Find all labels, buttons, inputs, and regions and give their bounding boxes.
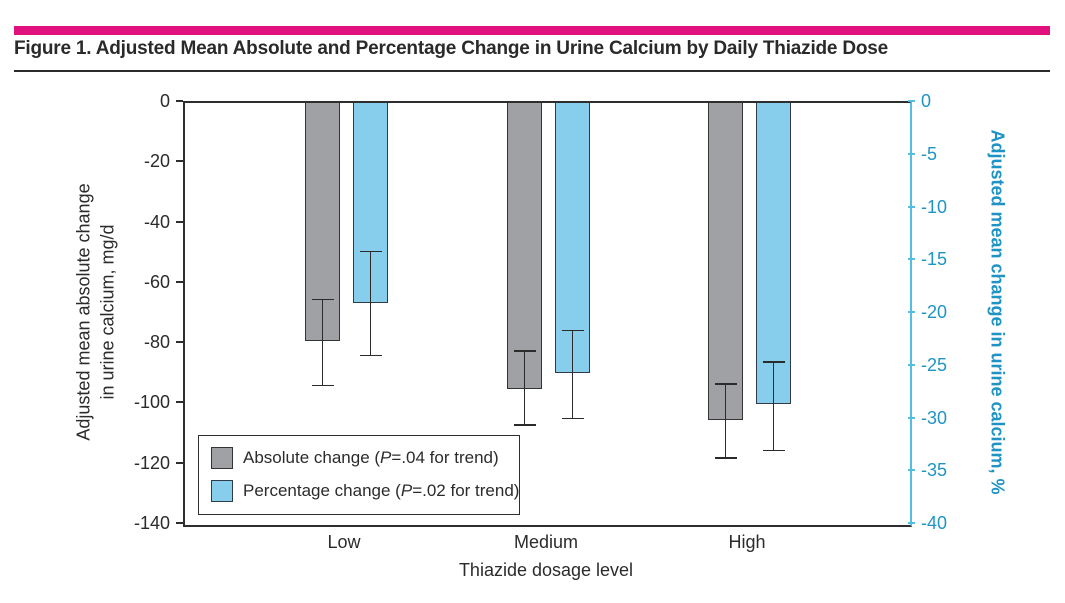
error-bar-absolute-high: [714, 383, 737, 459]
error-bar-percentage-high: [762, 361, 785, 452]
right-axis-tick-label-0: 0: [921, 91, 932, 111]
right-axis-tick--40: [908, 522, 915, 524]
left-axis-tick--100: [176, 401, 183, 404]
right-axis-tick--35: [908, 469, 915, 472]
right-axis-tick--10: [908, 205, 915, 208]
left-axis-tick--40: [176, 220, 183, 223]
left-axis-tick--80: [176, 341, 183, 344]
figure-accent-bar: [14, 26, 1050, 35]
right-y-axis-label: Adjusted mean change in urine calcium, %: [987, 129, 1008, 495]
right-axis-tick-label--20: -20: [921, 302, 948, 322]
x-axis-title: Thiazide dosage level: [458, 560, 634, 580]
plot-area: Absolute change (P=.04 for trend) Percen…: [183, 101, 912, 527]
left-axis-tick--120: [176, 461, 183, 464]
left-axis-tick-label--120: -120: [133, 452, 170, 473]
error-bar-absolute-low: [311, 298, 334, 387]
bar-absolute-high: [708, 103, 743, 420]
left-axis-tick-label--20: -20: [143, 151, 170, 172]
right-axis-tick-label--40: -40: [921, 513, 948, 533]
x-tick-label-medium: Medium: [513, 532, 579, 552]
error-line: [571, 329, 574, 420]
right-axis-tick-label--10: -10: [921, 196, 948, 217]
right-axis-tick-label--5: -5: [921, 143, 938, 164]
left-axis-tick-label--100: -100: [133, 392, 170, 413]
error-line: [523, 350, 526, 426]
title-divider: [14, 70, 1050, 72]
right-axis-tick--20: [908, 311, 915, 313]
bar-percentage-high: [756, 103, 791, 404]
error-bar-absolute-medium: [513, 350, 536, 426]
right-axis-tick-label--35: -35: [921, 460, 948, 481]
right-axis-tick--5: [908, 152, 915, 155]
right-axis-tick-0: [908, 100, 915, 102]
left-axis-tick--60: [176, 280, 183, 283]
x-tick-label-high: High: [728, 532, 766, 552]
legend-item-percentage: Percentage change (P=.02 for trend): [211, 479, 519, 503]
right-axis-tick-label--30: -30: [921, 407, 948, 428]
bar-absolute-medium: [507, 103, 542, 390]
legend-label-absolute: Absolute change (P=.04 for trend): [243, 448, 499, 467]
right-axis-tick--25: [908, 363, 915, 366]
left-axis-tick-label-0: 0: [159, 91, 170, 111]
legend-swatch-absolute: [211, 447, 233, 469]
bar-percentage-medium: [555, 103, 590, 374]
right-axis-tick-label--15: -15: [921, 249, 948, 270]
error-line: [369, 250, 372, 357]
legend-label-percentage: Percentage change (P=.02 for trend): [243, 481, 520, 500]
legend-item-absolute: Absolute change (P=.04 for trend): [211, 446, 499, 470]
right-axis-tick-label--25: -25: [921, 354, 948, 375]
left-axis-tick-label--60: -60: [143, 271, 170, 292]
left-axis-tick--20: [176, 160, 183, 163]
figure-title: Figure 1. Adjusted Mean Absolute and Per…: [14, 38, 889, 59]
left-y-axis-label-line1: Adjusted mean absolute change: [73, 183, 94, 441]
legend-box: Absolute change (P=.04 for trend) Percen…: [198, 435, 520, 515]
right-axis-tick--15: [908, 258, 915, 261]
left-axis-tick-0: [176, 100, 183, 102]
error-bar-percentage-low: [359, 250, 382, 357]
error-line: [724, 383, 727, 459]
left-axis-tick--140: [176, 522, 183, 524]
legend-swatch-percentage: [211, 480, 233, 502]
error-line: [772, 361, 775, 452]
x-tick-label-low: Low: [327, 532, 361, 552]
error-line: [321, 298, 324, 387]
error-bar-percentage-medium: [561, 329, 584, 420]
left-axis-tick-label--40: -40: [143, 211, 170, 232]
right-axis-tick--30: [908, 416, 915, 419]
left-axis-tick-label--140: -140: [133, 513, 170, 533]
left-axis-tick-label--80: -80: [143, 332, 170, 353]
